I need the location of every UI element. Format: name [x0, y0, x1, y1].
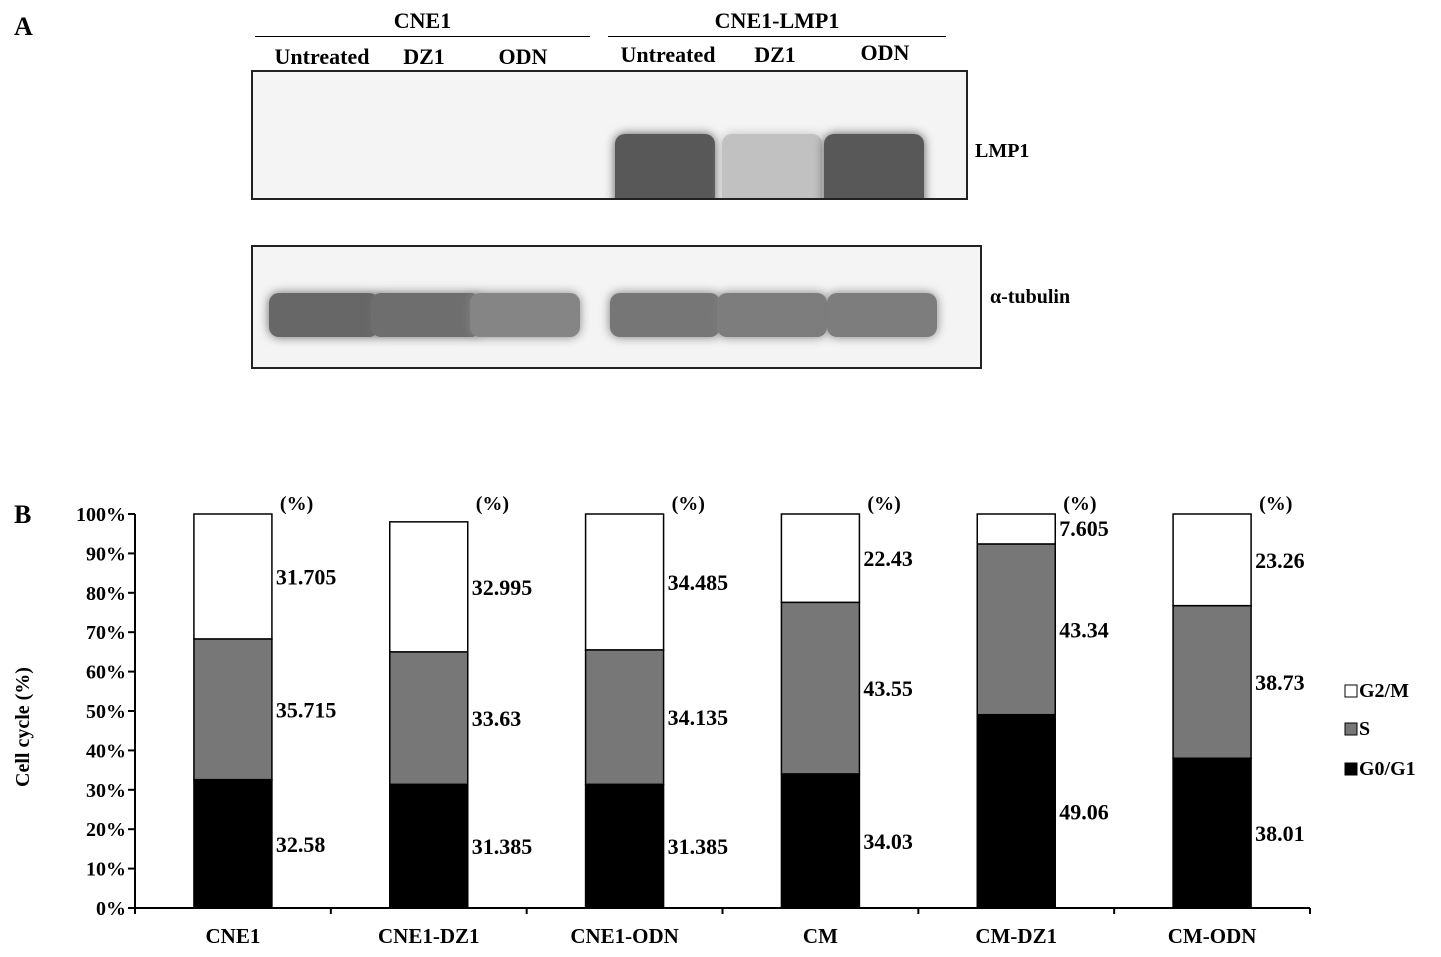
legend-swatch — [1344, 684, 1358, 698]
bar-segment — [584, 783, 665, 909]
lane-label: DZ1 — [403, 44, 445, 69]
bar-unit-label: (%) — [1063, 493, 1096, 515]
blot-band — [269, 293, 379, 337]
bar-segment — [193, 513, 273, 640]
data-label: 34.03 — [863, 829, 913, 854]
x-tick-label: CM-DZ1 — [975, 924, 1057, 948]
y-tick-label: 20% — [86, 819, 126, 841]
bar-segment — [780, 513, 861, 604]
y-tick-label: 60% — [86, 662, 126, 684]
blot-band — [722, 134, 822, 198]
blot-band — [371, 293, 481, 337]
legend-label: S — [1359, 718, 1370, 740]
y-tick-label: 10% — [86, 859, 126, 881]
y-tick-label: 100% — [76, 504, 126, 526]
x-tick-label: CNE1-ODN — [570, 924, 679, 948]
tubulin-blot — [251, 245, 982, 369]
y-tick-label: 70% — [86, 622, 126, 644]
bar-segment — [976, 713, 1056, 909]
cell-cycle-chart: Cell cycle (%) 0% 10% 20% 30% 40% 50% 60% 70% 80… — [12, 493, 1416, 948]
data-label: 22.43 — [863, 546, 913, 571]
data-label: 38.73 — [1255, 670, 1305, 695]
data-label: 38.01 — [1255, 821, 1305, 846]
bar-segment — [584, 649, 665, 786]
y-tick-label: 40% — [86, 740, 126, 762]
data-label: 35.715 — [276, 697, 337, 722]
bar-segment — [193, 638, 273, 781]
bar-segment — [193, 778, 273, 909]
legend-swatch — [1344, 762, 1358, 776]
x-tick-label: CNE1 — [205, 924, 260, 948]
x-tick-label: CNE1-DZ1 — [378, 924, 480, 948]
lane-label: DZ1 — [754, 42, 796, 67]
data-label: 34.135 — [668, 705, 729, 730]
blot-band — [827, 293, 937, 337]
blot-band — [610, 293, 720, 337]
panel-a-letter: A — [14, 12, 33, 41]
data-label: 43.55 — [863, 676, 913, 701]
blot-band — [615, 134, 715, 198]
bar-segment — [389, 783, 469, 909]
legend-label: G2/M — [1359, 680, 1409, 702]
bar-segment — [1172, 513, 1252, 607]
y-tick-label: 80% — [86, 583, 126, 605]
y-tick-label: 90% — [86, 543, 126, 565]
bar-segment — [389, 651, 469, 786]
bar-segment — [976, 513, 1056, 545]
lane-label: Untreated — [274, 44, 370, 69]
group-line-cne1 — [255, 36, 590, 37]
y-axis-label: Cell cycle (%) — [12, 667, 34, 787]
bar-segment — [1172, 604, 1252, 759]
bar-unit-label: (%) — [1259, 493, 1292, 515]
data-label: 43.34 — [1059, 617, 1109, 642]
lmp1-blot — [251, 70, 968, 200]
lane-label: ODN — [498, 44, 548, 69]
lane-label: Untreated — [620, 42, 716, 67]
group-label-cne1: CNE1 — [393, 8, 452, 33]
x-tick-label: CM — [803, 924, 838, 948]
data-label: 7.605 — [1059, 516, 1109, 541]
group-label-cne1-lmp1: CNE1-LMP1 — [714, 8, 840, 33]
data-label: 32.58 — [276, 832, 326, 857]
data-label: 31.385 — [472, 834, 533, 859]
bar-segment — [584, 513, 665, 651]
blot-band — [717, 293, 827, 337]
group-line-cne1-lmp1 — [608, 36, 946, 37]
data-label: 31.385 — [668, 834, 729, 859]
bar-segment — [780, 773, 861, 909]
data-label: 49.06 — [1059, 799, 1109, 824]
legend-label: G0/G1 — [1359, 758, 1416, 780]
data-label: 23.26 — [1255, 548, 1305, 573]
panel-b-letter: B — [14, 500, 32, 529]
lane-label: ODN — [860, 40, 910, 65]
x-tick-label: CM-ODN — [1168, 924, 1257, 948]
data-label: 31.705 — [276, 564, 337, 589]
bar-segment — [780, 601, 861, 775]
bar-unit-label: (%) — [867, 493, 900, 515]
y-tick-label: 0% — [96, 898, 126, 920]
bar-unit-label: (%) — [672, 493, 705, 515]
bar-unit-label: (%) — [280, 493, 313, 515]
data-label: 32.995 — [472, 575, 533, 600]
blot-band — [824, 134, 924, 198]
data-label: 33.63 — [472, 706, 522, 731]
bar-segment — [976, 543, 1056, 716]
y-tick-label: 30% — [86, 780, 126, 802]
bar-segment — [389, 521, 469, 653]
bar-unit-label: (%) — [476, 493, 509, 515]
data-label: 34.485 — [668, 570, 729, 595]
y-tick-label: 50% — [86, 701, 126, 723]
protein-label-lmp1: LMP1 — [975, 140, 1030, 162]
legend-swatch — [1344, 722, 1358, 736]
bar-segment — [1172, 757, 1252, 909]
blot-band — [470, 293, 580, 337]
protein-label-tubulin: α-tubulin — [990, 286, 1071, 308]
